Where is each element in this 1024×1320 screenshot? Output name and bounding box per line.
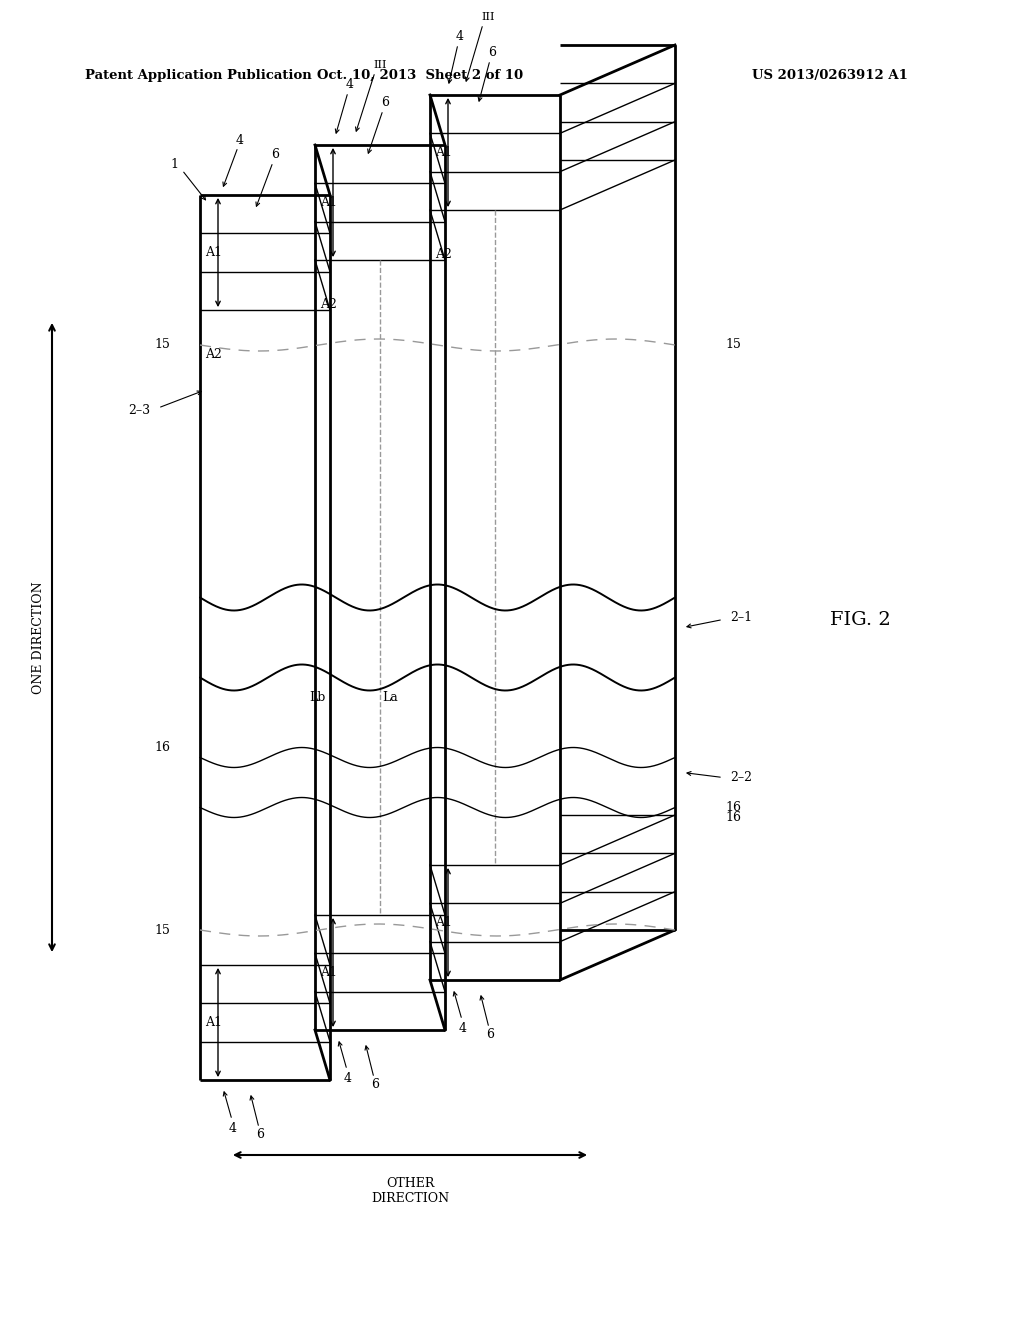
Text: 2–1: 2–1 <box>730 611 752 624</box>
Text: ONE DIRECTION: ONE DIRECTION <box>32 581 44 694</box>
Text: 4: 4 <box>456 30 464 44</box>
Text: 6: 6 <box>256 1129 264 1142</box>
Text: 6: 6 <box>371 1078 379 1092</box>
Text: US 2013/0263912 A1: US 2013/0263912 A1 <box>752 69 908 82</box>
Text: 4: 4 <box>236 133 244 147</box>
Text: 4: 4 <box>229 1122 237 1134</box>
Text: A1: A1 <box>206 1016 222 1030</box>
Text: 6: 6 <box>381 96 389 110</box>
Text: 15: 15 <box>155 338 170 351</box>
Text: 15: 15 <box>725 338 741 351</box>
Text: OTHER
DIRECTION: OTHER DIRECTION <box>371 1177 450 1205</box>
Text: III: III <box>374 59 387 70</box>
Text: 16: 16 <box>725 801 741 814</box>
Text: A2: A2 <box>206 348 222 362</box>
Text: A2: A2 <box>435 248 453 261</box>
Text: 2–3: 2–3 <box>128 404 150 417</box>
Text: 16: 16 <box>725 810 741 824</box>
Text: 4: 4 <box>459 1022 467 1035</box>
Text: 6: 6 <box>486 1028 494 1041</box>
Text: 6: 6 <box>488 46 496 59</box>
Text: Lb: Lb <box>309 690 326 704</box>
Text: 2–2: 2–2 <box>730 771 752 784</box>
Text: 16: 16 <box>154 741 170 754</box>
Text: III: III <box>481 12 495 22</box>
Text: Patent Application Publication: Patent Application Publication <box>85 69 311 82</box>
Text: 1: 1 <box>170 158 178 172</box>
Text: A1: A1 <box>435 916 453 929</box>
Text: A2: A2 <box>321 298 338 312</box>
Text: 4: 4 <box>346 78 354 91</box>
Text: A1: A1 <box>435 147 453 158</box>
Text: Oct. 10, 2013  Sheet 2 of 10: Oct. 10, 2013 Sheet 2 of 10 <box>317 69 523 82</box>
Text: 4: 4 <box>344 1072 352 1085</box>
Text: FIG. 2: FIG. 2 <box>829 611 891 630</box>
Text: A1: A1 <box>321 195 338 209</box>
Text: A1: A1 <box>321 966 338 979</box>
Text: La: La <box>382 690 398 704</box>
Text: 6: 6 <box>271 149 279 161</box>
Text: 15: 15 <box>155 924 170 936</box>
Text: A1: A1 <box>206 246 222 259</box>
